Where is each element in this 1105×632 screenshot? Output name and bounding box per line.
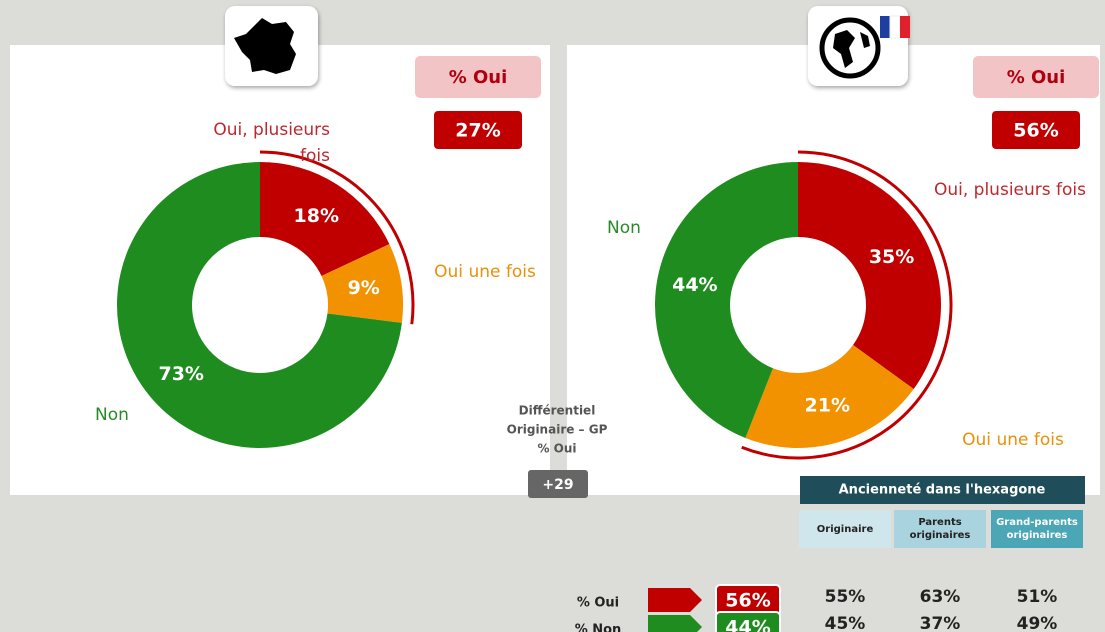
category-label: Oui une fois — [962, 430, 1064, 450]
category-label: Oui, plusieurs fois — [213, 120, 330, 166]
table-cell: 49% — [1017, 614, 1058, 632]
slice-label: 9% — [348, 277, 380, 299]
slice-label: 73% — [158, 363, 203, 385]
globe — [819, 17, 881, 79]
row-label: % Non — [575, 623, 622, 632]
category-label: Non — [95, 405, 129, 425]
column-header: Grand-parents — [996, 517, 1078, 528]
badge-title-box — [973, 56, 1099, 98]
category-label: Oui une fois — [434, 262, 536, 282]
differential-text: Originaire – GP — [507, 423, 608, 437]
differential-value: +29 — [542, 477, 573, 493]
slice-label: 35% — [869, 246, 914, 268]
category-label: Oui, plusieurs fois — [934, 180, 1086, 200]
slice-label: 21% — [805, 394, 850, 416]
france-shape — [234, 18, 296, 74]
table-cell: 51% — [1017, 587, 1058, 607]
oui-bracket — [259, 150, 415, 325]
badge-box — [434, 111, 522, 149]
donut-slice — [745, 344, 914, 448]
badge: 27% — [455, 120, 500, 142]
column-header: originaires — [1007, 530, 1068, 541]
flag — [889, 15, 901, 39]
column-header: Originaire — [817, 524, 874, 535]
table-title: Ancienneté dans l'hexagone — [839, 483, 1046, 498]
table-cell: 55% — [825, 587, 866, 607]
slice-label: 18% — [294, 205, 339, 227]
badge-title-box — [415, 56, 541, 98]
row-arrow — [648, 615, 702, 632]
donut-slice — [655, 162, 798, 438]
oui-bracket — [741, 150, 953, 460]
row-arrow — [648, 588, 702, 612]
differential-text: Différentiel — [519, 404, 596, 418]
column-header-box — [991, 510, 1083, 548]
row-total-box — [715, 611, 781, 632]
donut-slice — [798, 162, 941, 390]
flag — [900, 16, 910, 38]
flag — [880, 16, 890, 38]
category-label: Non — [607, 218, 641, 238]
table-cell: 37% — [920, 614, 961, 632]
badge: 56% — [1013, 120, 1058, 142]
globe-land — [833, 30, 870, 68]
column-header: originaires — [910, 530, 971, 541]
badge-title: % Oui — [1007, 67, 1066, 88]
column-header: Parents — [918, 517, 961, 528]
differential-box — [528, 470, 588, 498]
slice-label: 44% — [672, 274, 717, 296]
column-header-box — [894, 510, 986, 548]
donut-slice — [260, 162, 390, 277]
table-cell: 45% — [825, 614, 866, 632]
donut-slice — [321, 244, 404, 323]
row-label: % Oui — [577, 596, 619, 611]
column-header-box — [799, 510, 891, 548]
badge-title: % Oui — [449, 67, 508, 88]
row-total: 56% — [725, 590, 770, 612]
table-cell: 63% — [920, 587, 961, 607]
donut-slice — [116, 162, 402, 448]
differential-text: % Oui — [537, 442, 576, 456]
row-total: 44% — [725, 617, 770, 632]
badge-box — [992, 111, 1080, 149]
table-header-box — [800, 476, 1085, 504]
